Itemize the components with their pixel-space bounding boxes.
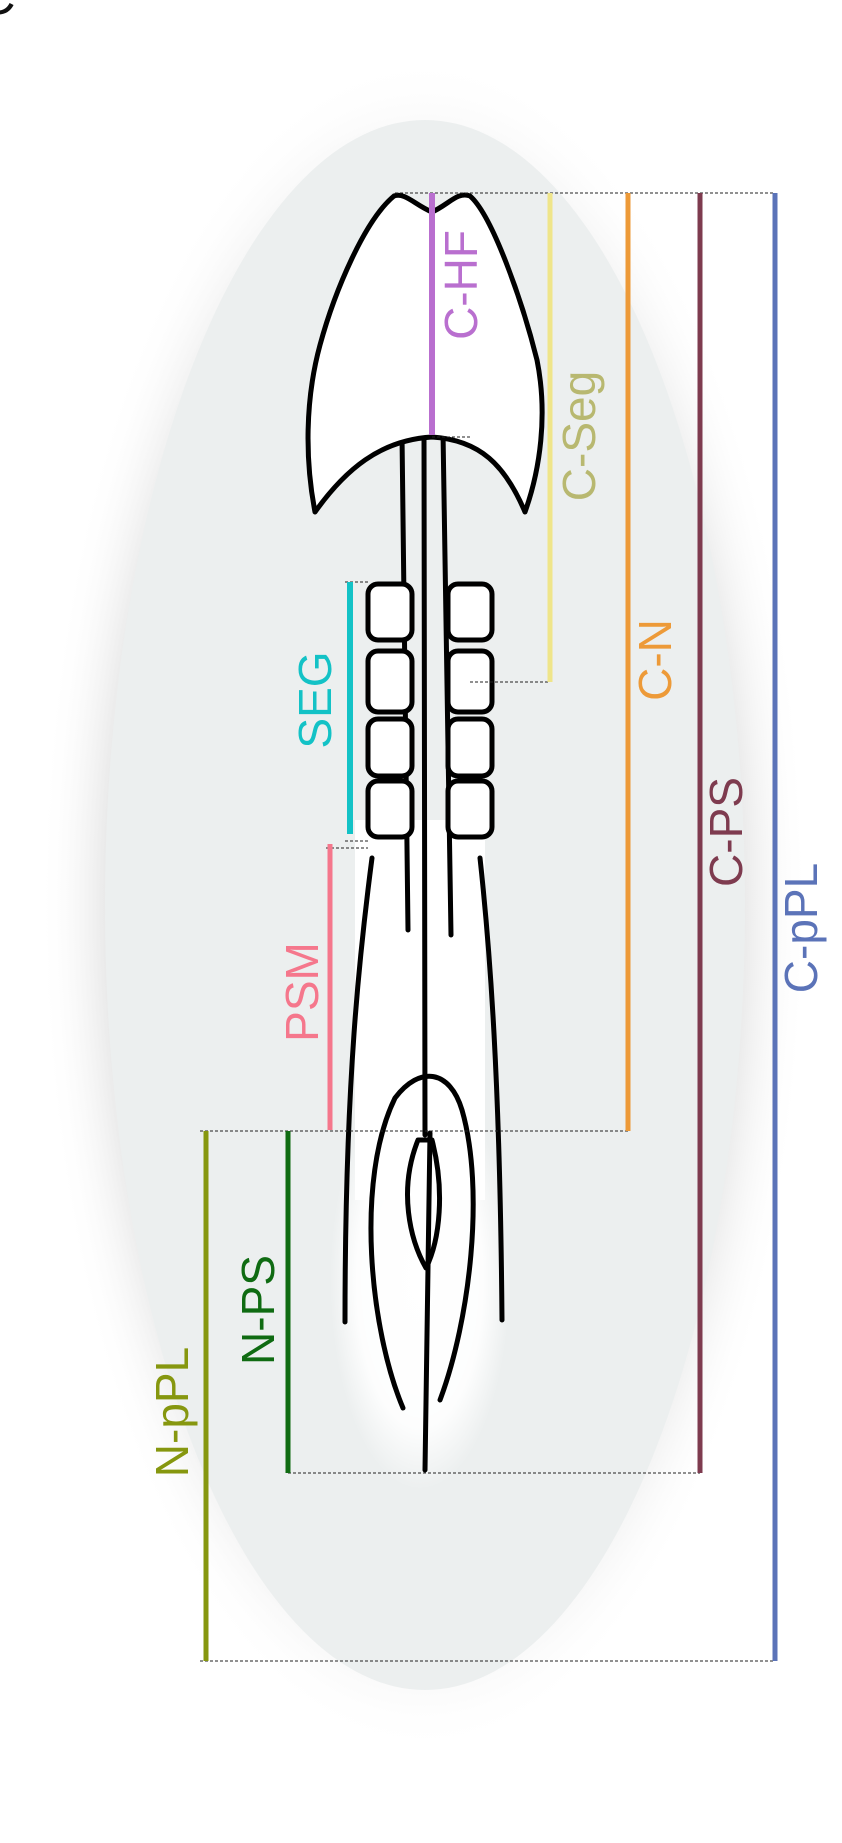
somite-left-1 bbox=[365, 581, 415, 643]
tail-outline bbox=[342, 855, 505, 1473]
extent-guides bbox=[200, 192, 775, 1662]
psm-label: PSM bbox=[276, 942, 328, 1042]
seg-label: SEG bbox=[289, 651, 341, 748]
c-hf-label: C-HF bbox=[435, 230, 487, 340]
panel-letter-fragment: C bbox=[0, 0, 16, 26]
somite-left-2 bbox=[365, 648, 415, 715]
c-n-label: C-N bbox=[629, 619, 681, 701]
somite-right-4 bbox=[445, 778, 495, 840]
marker-bars bbox=[203, 193, 778, 1661]
somite-right-1 bbox=[445, 581, 495, 643]
somite-right-3 bbox=[445, 716, 495, 779]
somites bbox=[365, 581, 495, 840]
somite-left-3 bbox=[365, 716, 415, 779]
head-fold bbox=[305, 192, 545, 515]
n-ps-label: N-PS bbox=[232, 1255, 284, 1365]
somite-left-4 bbox=[365, 778, 415, 840]
n-ppl-label: N-pPL bbox=[146, 1347, 198, 1477]
c-seg-label: C-Seg bbox=[553, 371, 605, 501]
marker-labels: C-HF C-Seg C-N C-PS C-pPL SEG PSM N-PS N… bbox=[146, 230, 827, 1477]
c-ppl-label: C-pPL bbox=[775, 863, 827, 993]
c-ps-label: C-PS bbox=[700, 777, 752, 887]
